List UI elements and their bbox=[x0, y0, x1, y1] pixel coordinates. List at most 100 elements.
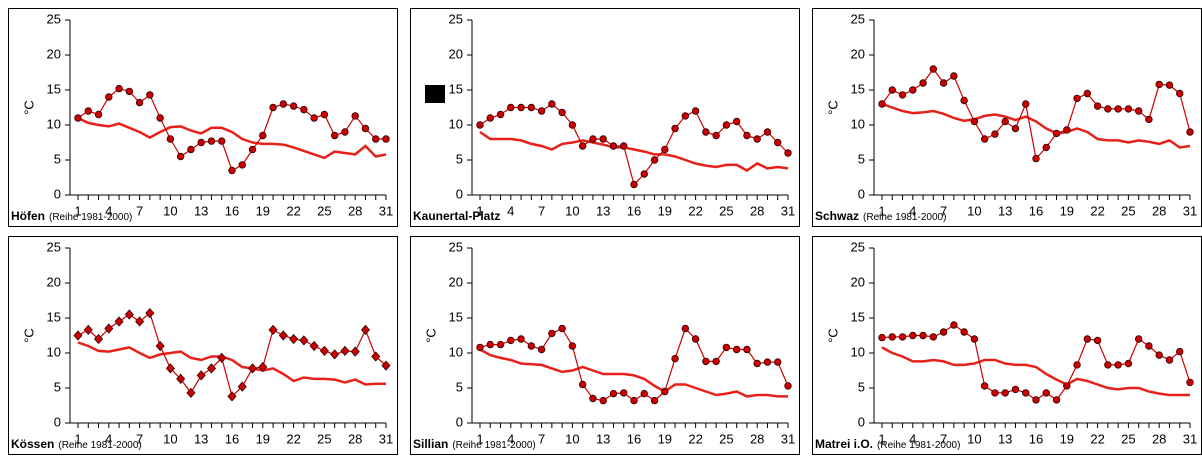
station-name: Kaunertal-Platz bbox=[413, 209, 500, 223]
daily-line bbox=[881, 67, 1191, 160]
x-tick-label: 22 bbox=[688, 203, 702, 218]
point-marker bbox=[247, 363, 258, 374]
point-marker bbox=[507, 103, 515, 112]
x-tick-label: 4 bbox=[507, 431, 514, 446]
panel-border bbox=[410, 236, 800, 455]
point-marker bbox=[165, 363, 175, 374]
point-marker bbox=[702, 357, 710, 366]
point-marker bbox=[599, 135, 607, 143]
point-marker bbox=[548, 100, 556, 108]
point-marker bbox=[146, 91, 154, 99]
point-marker bbox=[909, 86, 917, 94]
point-marker bbox=[763, 128, 772, 136]
point-marker bbox=[1145, 115, 1153, 124]
normal-line bbox=[77, 341, 386, 386]
point-marker bbox=[320, 110, 329, 119]
point-marker bbox=[1155, 80, 1163, 89]
point-marker bbox=[609, 142, 618, 150]
point-marker bbox=[300, 105, 308, 114]
x-tick-label: 7 bbox=[538, 203, 545, 218]
point-marker bbox=[1104, 105, 1112, 113]
point-marker bbox=[671, 124, 679, 133]
point-marker bbox=[382, 135, 390, 143]
x-tick-label: 4 bbox=[105, 431, 112, 446]
point-marker bbox=[73, 330, 83, 341]
point-marker bbox=[630, 180, 638, 189]
point-marker bbox=[753, 135, 761, 143]
point-marker bbox=[919, 331, 927, 340]
y-tick-label: 15 bbox=[851, 81, 865, 96]
y-tick-label: 5 bbox=[54, 151, 61, 166]
x-tick-label: 22 bbox=[1090, 203, 1104, 218]
point-marker bbox=[1165, 81, 1174, 89]
y-axis-label: °C bbox=[21, 100, 36, 115]
x-tick-label: 19 bbox=[658, 431, 672, 446]
point-marker bbox=[980, 135, 989, 143]
point-marker bbox=[640, 170, 648, 178]
y-tick-label: 20 bbox=[47, 46, 61, 61]
point-marker bbox=[371, 351, 381, 362]
x-tick-label: 22 bbox=[286, 203, 300, 218]
point-marker bbox=[558, 324, 566, 333]
point-marker bbox=[888, 333, 896, 341]
point-marker bbox=[1073, 94, 1081, 103]
x-tick-label: 16 bbox=[225, 431, 239, 446]
point-marker bbox=[691, 335, 700, 343]
point-marker bbox=[702, 128, 710, 136]
point-marker bbox=[83, 324, 93, 336]
normal-line bbox=[881, 102, 1191, 149]
point-marker bbox=[568, 121, 577, 129]
point-marker bbox=[589, 394, 597, 403]
y-tick-label: 10 bbox=[449, 344, 463, 359]
point-marker bbox=[898, 333, 907, 341]
x-tick-label: 28 bbox=[1152, 431, 1166, 446]
x-tick-label: 31 bbox=[1183, 203, 1197, 218]
station-label: Sillian (Reihe 1981-2000) bbox=[413, 437, 536, 451]
point-marker bbox=[527, 103, 536, 112]
point-marker bbox=[517, 335, 525, 343]
point-marker bbox=[218, 137, 226, 145]
y-tick-label: 0 bbox=[456, 186, 463, 201]
point-marker bbox=[722, 121, 731, 129]
chart-panel: 0 5 10 15 20 25 1 4 7 10 13 16 19 22 25 28 31 °C Matrei i.… bbox=[812, 236, 1202, 455]
x-tick-label: 7 bbox=[940, 431, 947, 446]
point-marker bbox=[1052, 129, 1061, 138]
point-marker bbox=[548, 329, 556, 338]
x-tick-label: 7 bbox=[136, 203, 143, 218]
point-marker bbox=[1165, 356, 1174, 364]
point-marker bbox=[753, 359, 761, 368]
point-marker bbox=[310, 114, 318, 122]
point-marker bbox=[206, 363, 217, 374]
y-tick-label: 25 bbox=[851, 11, 865, 26]
point-marker bbox=[372, 135, 380, 143]
y-tick-label: 0 bbox=[456, 414, 463, 429]
x-tick-label: 7 bbox=[136, 431, 143, 446]
point-marker bbox=[93, 333, 104, 345]
point-marker bbox=[207, 137, 216, 145]
point-marker bbox=[774, 358, 782, 366]
point-marker bbox=[486, 114, 494, 122]
point-marker bbox=[743, 131, 751, 140]
point-marker bbox=[330, 349, 340, 360]
point-marker bbox=[763, 358, 772, 366]
point-marker bbox=[361, 124, 370, 133]
x-tick-label: 1 bbox=[74, 203, 81, 218]
x-tick-label: 13 bbox=[194, 203, 208, 218]
point-marker bbox=[1032, 396, 1040, 404]
point-marker bbox=[1001, 117, 1009, 126]
point-marker bbox=[620, 389, 628, 397]
x-tick-label: 28 bbox=[750, 431, 764, 446]
point-marker bbox=[991, 130, 999, 138]
x-tick-label: 25 bbox=[719, 203, 733, 218]
y-tick-label: 25 bbox=[851, 239, 865, 254]
point-marker bbox=[929, 333, 938, 341]
point-marker bbox=[507, 336, 515, 345]
chart-panel: 0 5 10 15 20 25 1 4 7 10 13 16 19 22 25 28 31 °C Kössen (Re… bbox=[8, 236, 398, 455]
point-marker bbox=[1083, 335, 1092, 343]
point-marker bbox=[650, 156, 659, 164]
point-marker bbox=[929, 65, 938, 73]
chart-panel: 0 5 10 15 20 25 1 4 7 10 13 16 19 22 25 28 31 °C Sillian (R… bbox=[410, 236, 800, 455]
y-tick-label: 15 bbox=[449, 309, 463, 324]
x-tick-label: 16 bbox=[1029, 203, 1043, 218]
